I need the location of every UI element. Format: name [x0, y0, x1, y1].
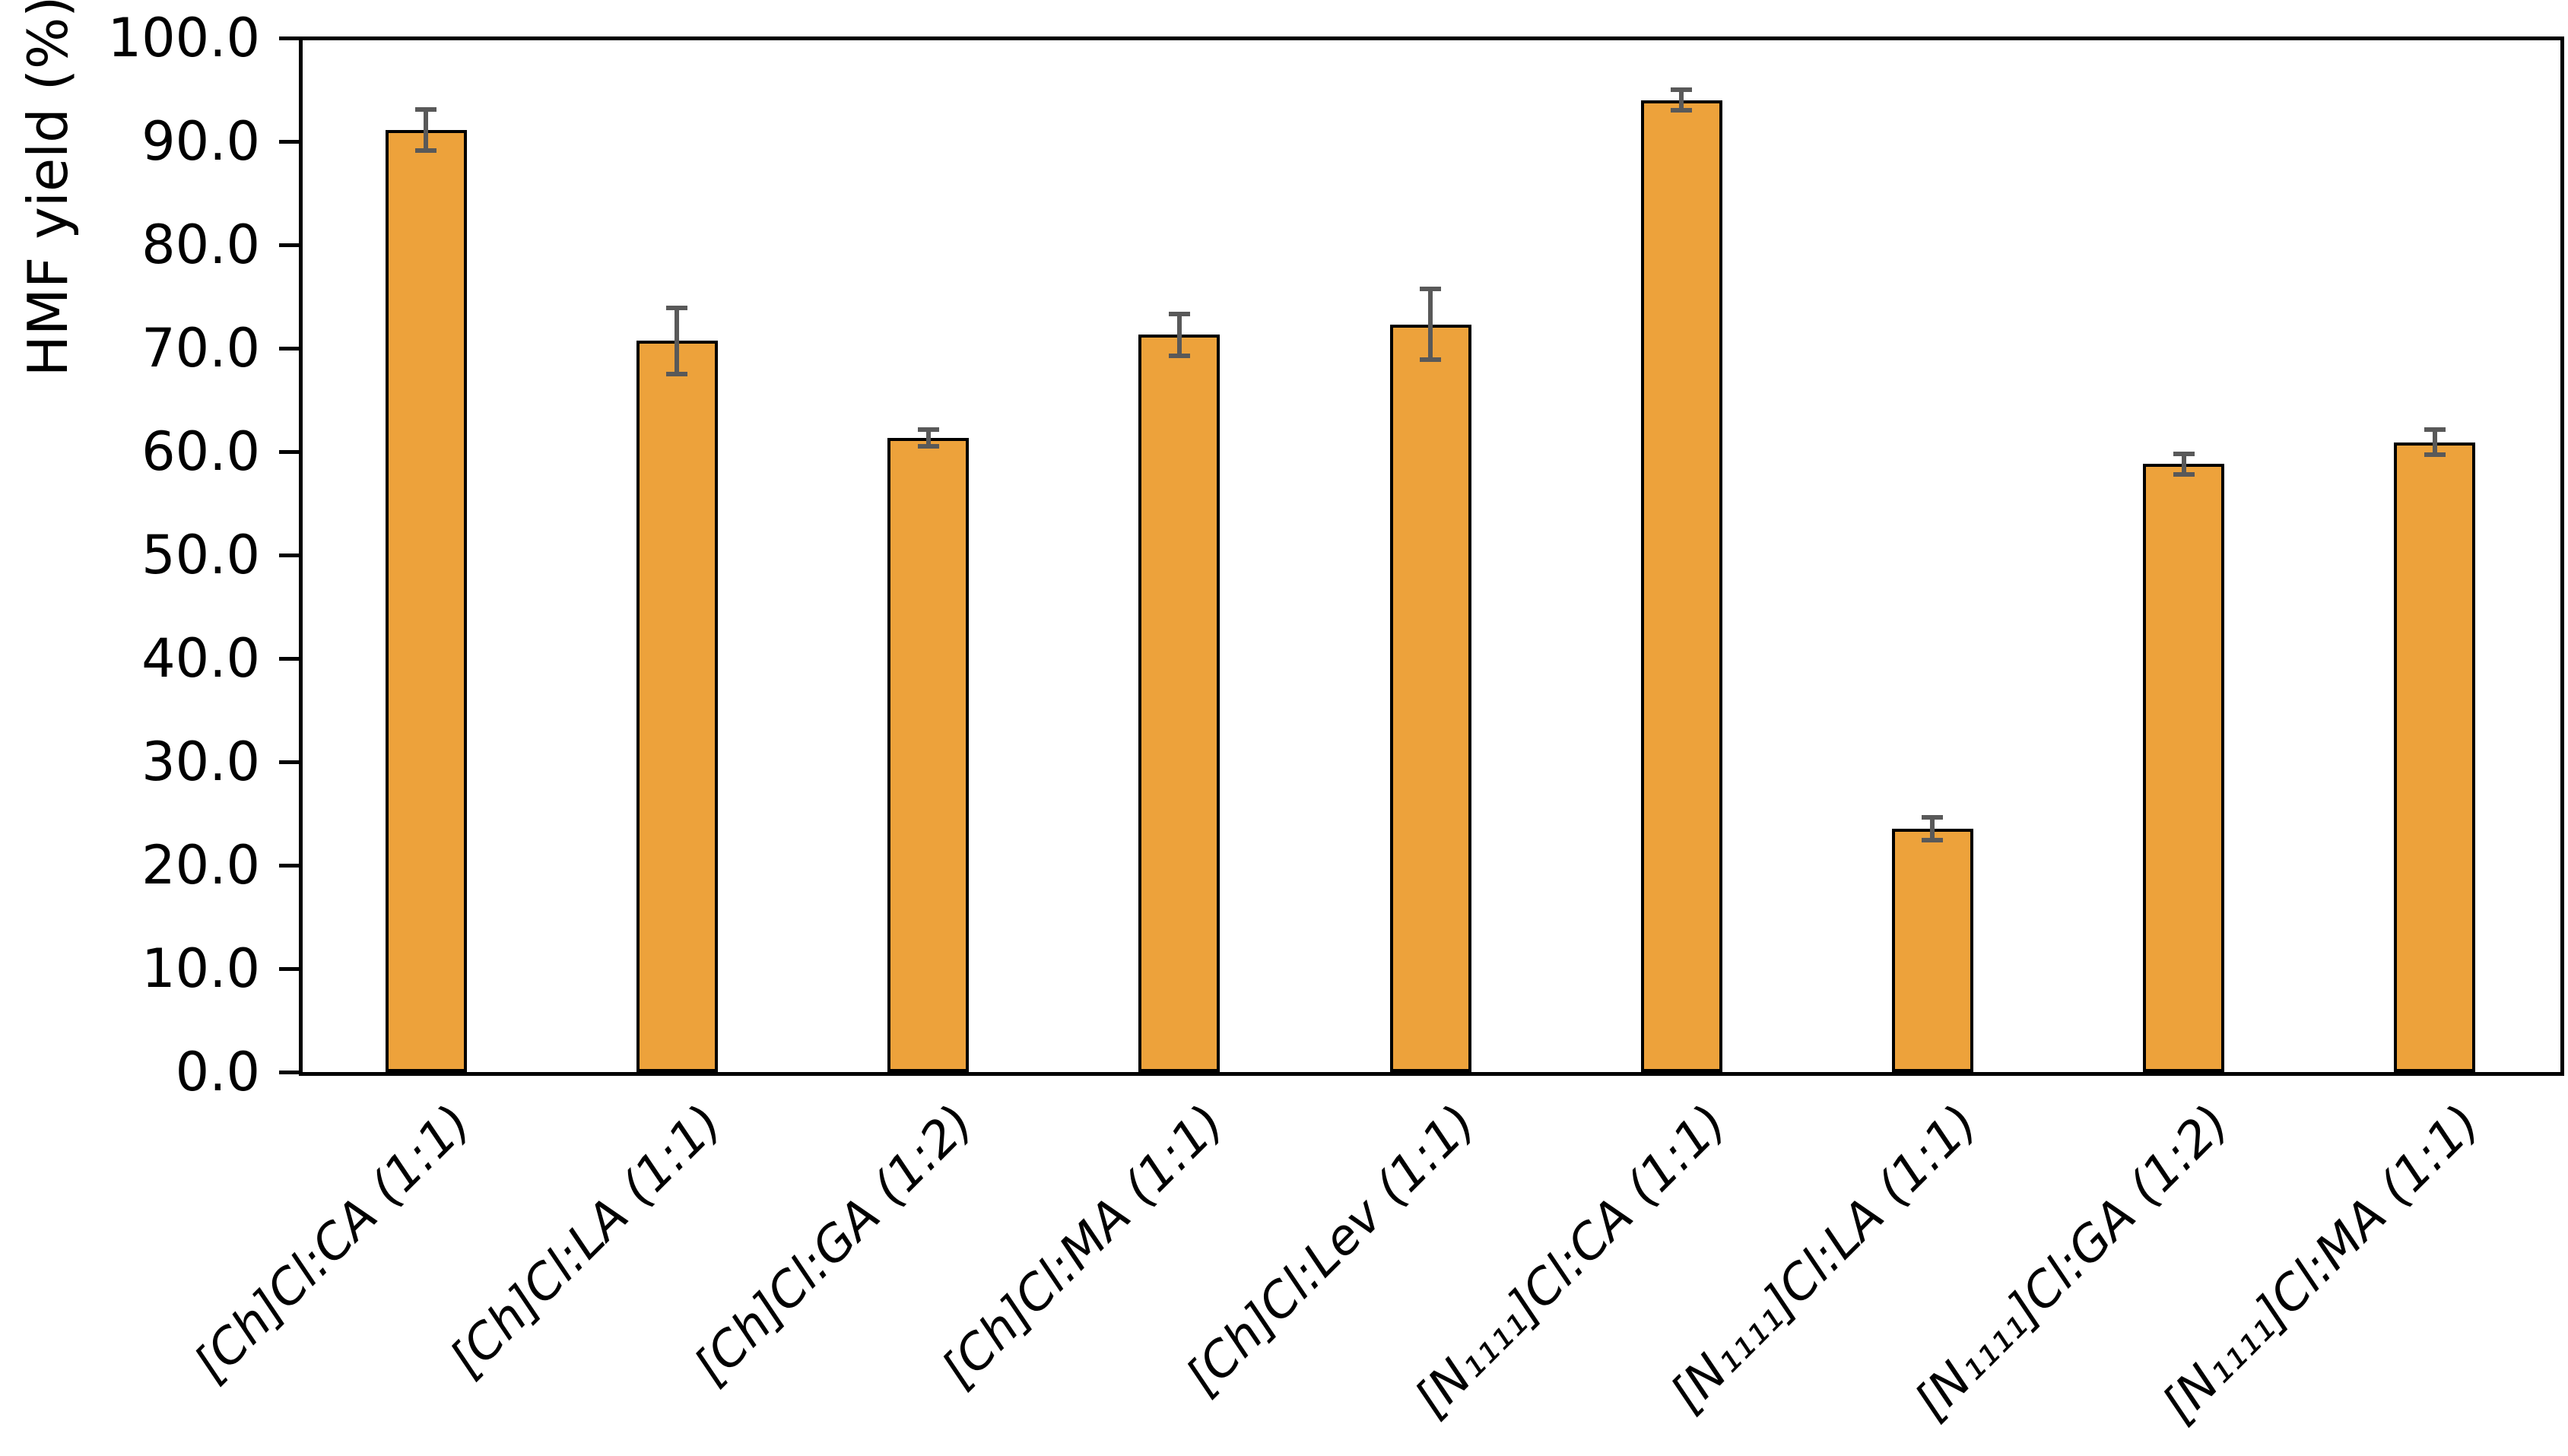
error-bar-line: [1679, 90, 1684, 111]
error-bar-line: [2432, 430, 2437, 455]
y-tick-mark: [279, 36, 300, 40]
error-bar-cap-bottom: [917, 444, 939, 449]
y-tick-label: 80.0: [141, 214, 260, 276]
plot-layer: [300, 38, 2560, 1072]
y-tick-label: 90.0: [141, 110, 260, 173]
error-bar-cap-bottom: [1420, 357, 1441, 362]
y-tick-label: 70.0: [141, 317, 260, 379]
bar: [385, 130, 467, 1072]
y-tick-mark: [279, 760, 300, 764]
error-bar-cap-bottom: [1671, 108, 1693, 113]
error-bar-cap-top: [2424, 427, 2446, 433]
bar: [1389, 324, 1471, 1072]
y-tick-mark: [279, 864, 300, 868]
error-bar-line: [1176, 314, 1182, 356]
bar: [1891, 829, 1973, 1072]
error-bar-line: [424, 109, 429, 151]
y-tick-label: 20.0: [141, 834, 260, 896]
y-tick-mark: [279, 657, 300, 661]
error-bar-cap-bottom: [666, 372, 688, 376]
y-tick-mark: [279, 1071, 300, 1074]
error-bar-cap-top: [1671, 87, 1693, 92]
error-bar-cap-top: [2173, 451, 2195, 456]
bar: [887, 438, 970, 1072]
y-tick-label: 30.0: [141, 731, 260, 793]
bar: [1138, 335, 1221, 1072]
bar: [1640, 100, 1722, 1072]
error-bar-cap-top: [1168, 312, 1190, 317]
error-bar-cap-bottom: [2173, 471, 2195, 477]
error-bar-cap-top: [415, 106, 437, 112]
y-tick-mark: [279, 140, 300, 144]
error-bar-cap-bottom: [2424, 452, 2446, 458]
error-bar-line: [1428, 289, 1433, 360]
y-tick-label: 60.0: [141, 420, 260, 483]
error-bar-cap-top: [666, 305, 688, 310]
y-tick-label: 10.0: [141, 937, 260, 1000]
error-bar-cap-bottom: [415, 148, 437, 154]
error-bar-cap-bottom: [1922, 838, 1944, 843]
y-tick-mark: [279, 243, 300, 247]
error-bar-line: [2181, 453, 2186, 474]
y-tick-label: 50.0: [141, 524, 260, 586]
error-bar-line: [675, 307, 680, 374]
error-bar-cap-bottom: [1168, 353, 1190, 358]
y-tick-mark: [279, 967, 300, 971]
x-tick-label: [Ch]Cl:LA (1:1): [440, 1094, 734, 1388]
y-tick-label: 40.0: [141, 627, 260, 690]
error-bar-line: [1930, 817, 1935, 841]
y-tick-mark: [279, 450, 300, 454]
x-tick-label: [Ch]Cl:CA (1:1): [183, 1094, 482, 1393]
bar: [2143, 464, 2225, 1072]
error-bar-cap-top: [1420, 287, 1441, 292]
plot-area-border: [299, 36, 2564, 1076]
y-tick-mark: [279, 554, 300, 557]
bar: [2394, 442, 2476, 1072]
error-bar-cap-top: [1922, 815, 1944, 820]
y-tick-mark: [279, 347, 300, 351]
error-bar-cap-top: [917, 427, 939, 433]
y-tick-label: 100.0: [107, 7, 260, 69]
bar: [636, 341, 718, 1072]
y-tick-label: 0.0: [175, 1041, 260, 1103]
error-bar-line: [925, 430, 931, 447]
